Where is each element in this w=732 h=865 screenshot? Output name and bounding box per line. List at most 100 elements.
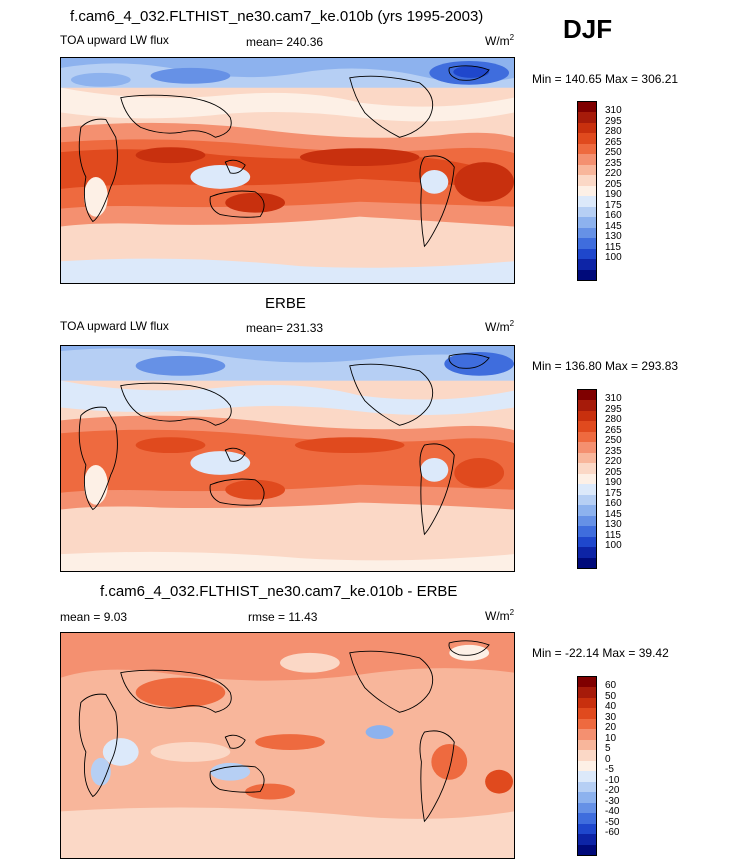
panel1-minmax: Min = 140.65 Max = 306.21 — [532, 72, 679, 86]
panel3-colorbar-swatch — [578, 729, 596, 740]
panel3-minmax: Min = -22.14 Max = 39.42 — [532, 646, 669, 660]
panel3-title: f.cam6_4_032.FLTHIST_ne30.cam7_ke.010b -… — [100, 583, 458, 600]
panel3-colorbar-swatch — [578, 718, 596, 730]
panel1-colorbar-swatch — [578, 154, 596, 165]
panel1-colorbar-tick: 145 — [605, 220, 622, 232]
panel2-colorbar-swatch — [578, 526, 596, 537]
panel2-colorbar-swatch — [578, 390, 596, 401]
panel3-colorbar-tick: 40 — [605, 701, 617, 713]
panel3-units: W/m2 — [485, 608, 515, 623]
panel1-colorbar-swatch — [578, 133, 596, 144]
panel1-colorbar-tick: 130 — [605, 231, 622, 243]
panel3-colorbar-tick: 5 — [605, 743, 611, 755]
panel2-title: ERBE — [265, 295, 306, 312]
panel2-colorbar-tick: 265 — [605, 424, 622, 436]
panel3-colorbar-tick: -50 — [605, 816, 620, 828]
panel2-map — [60, 345, 515, 572]
panel2-colorbar-swatch — [578, 473, 596, 485]
panel3-colorbar-swatch — [578, 760, 596, 772]
panel3-rmse-label: rmse = 11.43 — [248, 610, 318, 624]
panel3-colorbar-tick: 50 — [605, 690, 617, 702]
panel1-colorbar-swatch — [578, 248, 596, 260]
panel1-colorbar-swatch — [578, 175, 596, 186]
panel3-colorbar-tick: -20 — [605, 785, 620, 797]
panel1-colorbar-tick: 235 — [605, 157, 622, 169]
panel1-colorbar-swatch — [578, 143, 596, 155]
panel1-colorbar-tick: 220 — [605, 168, 622, 180]
panel2-units: W/m2 — [485, 319, 515, 334]
panel2-colorbar-swatch — [578, 463, 596, 474]
panel2-colorbar-tick: 145 — [605, 508, 622, 520]
panel3-colorbar-swatch — [578, 708, 596, 719]
panel2-colorbar-tick: 250 — [605, 435, 622, 447]
panel2-colorbar-tick: 280 — [605, 414, 622, 426]
panel2-colorbar-swatch — [578, 494, 596, 506]
panel2-colorbar-swatch — [578, 536, 596, 548]
panel1-colorbar-swatch — [578, 196, 596, 207]
panel3-colorbar-tick: -30 — [605, 795, 620, 807]
panel2-variable-label: TOA upward LW flux — [60, 319, 169, 333]
panel2-colorbar-swatch — [578, 442, 596, 453]
panel2-minmax: Min = 136.80 Max = 293.83 — [532, 359, 679, 373]
panel2-colorbar-swatch — [578, 421, 596, 432]
panel2-colorbar-swatch — [578, 515, 596, 527]
panel1-colorbar-swatch — [578, 238, 596, 249]
panel1-colorbar-swatch — [578, 206, 596, 218]
panel3-colorbar-tick: 0 — [605, 753, 611, 765]
panel3-colorbar-tick: 10 — [605, 732, 617, 744]
panel1-units: W/m2 — [485, 33, 515, 48]
panel1-colorbar-swatch — [578, 102, 596, 113]
panel3-colorbar-tick: 60 — [605, 680, 617, 692]
panel1-colorbar-swatch — [578, 185, 596, 197]
panel2-colorbar-swatch — [578, 484, 596, 495]
panel2-colorbar-tick: 100 — [605, 540, 622, 552]
panel2-colorbar-swatch — [578, 410, 596, 422]
panel3-colorbar-tick: 20 — [605, 722, 617, 734]
panel1-colorbar-swatch — [578, 259, 596, 270]
panel1-colorbar-tick: 250 — [605, 147, 622, 159]
panel1-colorbar-tick: 280 — [605, 126, 622, 138]
panel1-variable-label: TOA upward LW flux — [60, 33, 169, 47]
panel1-colorbar-tick: 295 — [605, 115, 622, 127]
panel2-colorbar-swatch — [578, 452, 596, 464]
panel2-colorbar — [577, 389, 597, 569]
panel2-colorbar-swatch — [578, 400, 596, 411]
panel3-colorbar-tick: -10 — [605, 774, 620, 786]
panel2-colorbar-swatch — [578, 547, 596, 558]
panel1-colorbar-tick: 160 — [605, 210, 622, 222]
panel3-colorbar-tick: -60 — [605, 827, 620, 839]
panel2-colorbar-tick: 130 — [605, 519, 622, 531]
panel1-colorbar-swatch — [578, 112, 596, 123]
panel1-colorbar-tick: 175 — [605, 199, 622, 211]
panel3-colorbar-swatch — [578, 697, 596, 709]
panel3-colorbar-tick: 30 — [605, 711, 617, 723]
panel1-map — [60, 57, 515, 284]
panel2-mean-label: mean= 231.33 — [246, 321, 324, 335]
panel3-colorbar-swatch — [578, 813, 596, 824]
panel3-colorbar — [577, 676, 597, 856]
panel1-colorbar-swatch — [578, 122, 596, 134]
panel1-colorbar-swatch — [578, 269, 596, 280]
panel3-colorbar-swatch — [578, 844, 596, 855]
panel1-title: f.cam6_4_032.FLTHIST_ne30.cam7_ke.010b (… — [70, 8, 484, 25]
panel2-colorbar-tick: 310 — [605, 393, 622, 405]
panel3-colorbar-swatch — [578, 781, 596, 793]
panel3-colorbar-swatch — [578, 687, 596, 698]
panel3-colorbar-swatch — [578, 739, 596, 751]
panel1-colorbar-tick: 100 — [605, 252, 622, 264]
panel2-colorbar-swatch — [578, 505, 596, 516]
panel2-colorbar-tick: 115 — [605, 529, 621, 541]
panel2-colorbar-swatch — [578, 431, 596, 443]
panel3-map — [60, 632, 515, 859]
season-label: DJF — [563, 14, 613, 44]
panel3-colorbar-swatch — [578, 802, 596, 814]
panel1-colorbar-tick: 115 — [605, 241, 621, 253]
panel1-colorbar-tick: 205 — [605, 178, 622, 190]
panel2-colorbar-tick: 295 — [605, 403, 622, 415]
panel3-colorbar-tick: -5 — [605, 764, 614, 776]
panel3-colorbar-swatch — [578, 823, 596, 835]
panel2-colorbar-tick: 175 — [605, 487, 622, 499]
panel3-colorbar-swatch — [578, 677, 596, 688]
panel1-colorbar-swatch — [578, 164, 596, 176]
panel1-mean-label: mean= 240.36 — [246, 35, 324, 49]
